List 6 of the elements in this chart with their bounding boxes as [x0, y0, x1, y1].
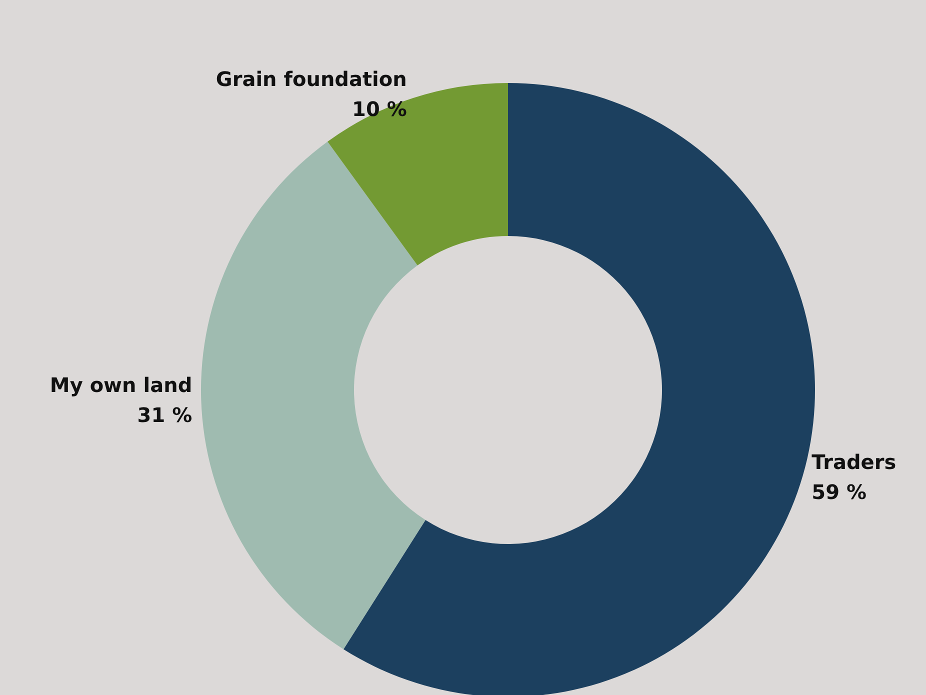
- slice-label: Traders: [812, 450, 896, 474]
- data-label: 31 %: [137, 402, 192, 427]
- slice-label: Grain foundation: [216, 67, 407, 92]
- data-label: 10 %: [352, 97, 407, 122]
- data-label: 59 %: [812, 480, 866, 504]
- slice-label: My own land: [50, 372, 192, 397]
